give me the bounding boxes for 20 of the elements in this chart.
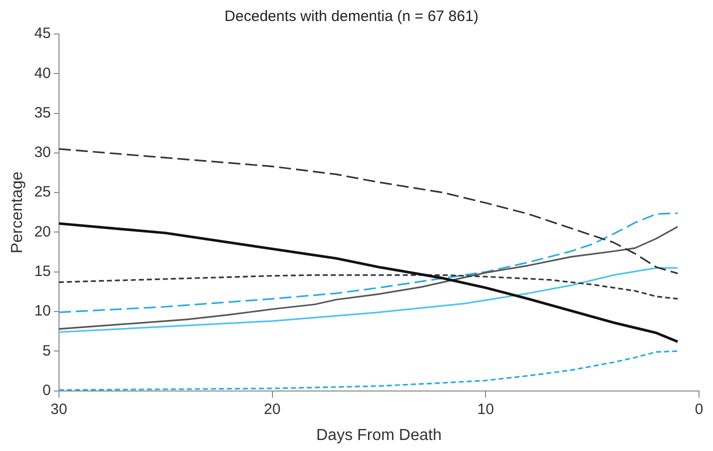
y-tick-label: 5 <box>42 342 51 360</box>
x-axis-title: Days From Death <box>316 426 442 444</box>
y-tick-label: 0 <box>42 382 51 399</box>
y-tick-label: 25 <box>34 184 51 201</box>
y-tick-label: 20 <box>34 223 51 240</box>
y-tick-label: 45 <box>34 25 51 42</box>
line-series <box>58 350 678 391</box>
x-tick-label: 0 <box>694 400 704 418</box>
line-series <box>58 212 678 314</box>
chart-title: Decedents with dementia (n = 67 861) <box>224 8 478 26</box>
y-tick-label: 30 <box>34 144 51 162</box>
y-tick-label: 15 <box>34 263 51 280</box>
y-tick-label: 10 <box>34 302 51 320</box>
line-series <box>58 274 678 300</box>
x-tick-label: 10 <box>477 400 494 418</box>
y-axis-title: Percentage <box>9 171 26 254</box>
x-tick-label: 20 <box>264 400 281 418</box>
y-tick-label: 40 <box>34 64 51 82</box>
line-series <box>58 148 678 274</box>
y-tick-label: 35 <box>34 104 51 122</box>
